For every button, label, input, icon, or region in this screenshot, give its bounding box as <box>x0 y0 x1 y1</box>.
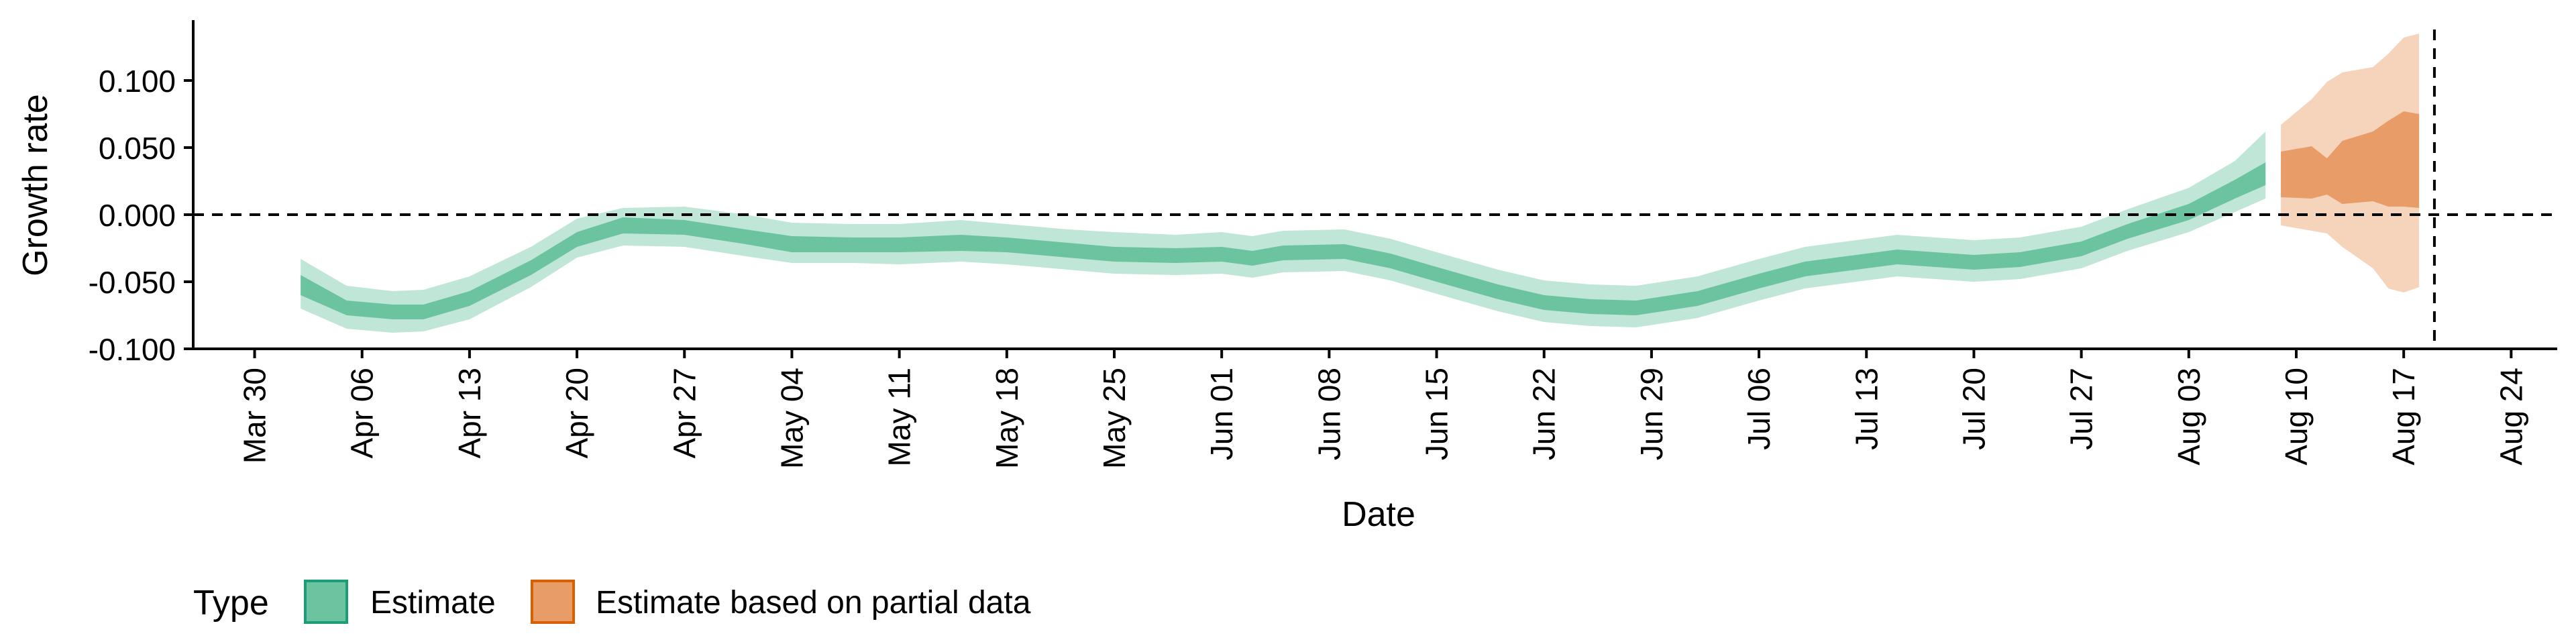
y-tick-label: -0.100 <box>89 332 176 367</box>
legend-label-partial: Estimate based on partial data <box>596 585 1031 621</box>
x-tick-label: Aug 17 <box>2386 368 2421 466</box>
y-tick-label: 0.100 <box>99 64 176 99</box>
legend: Type Estimate Estimate based on partial … <box>193 580 1031 624</box>
x-tick-label: Mar 30 <box>237 368 272 464</box>
axes <box>184 20 2557 358</box>
x-tick-label: Jul 06 <box>1741 368 1776 450</box>
y-tick-label: 0.000 <box>99 198 176 233</box>
tick-labels: -0.100 -0.050 0.000 0.050 0.100 Mar 30 Apr 06 A… <box>89 64 2529 469</box>
estimate-50-band <box>301 162 2266 319</box>
legend-key-partial <box>531 580 575 624</box>
legend-title: Type <box>193 584 269 623</box>
legend-label-estimate: Estimate <box>370 585 496 621</box>
reference-lines <box>193 30 2557 349</box>
x-tick-label: May 18 <box>989 368 1024 469</box>
x-tick-label: Apr 20 <box>559 368 594 459</box>
x-tick-label: Aug 10 <box>2279 368 2314 466</box>
partial-50-band <box>2281 111 2420 208</box>
x-tick-label: Jul 20 <box>1956 368 1991 450</box>
x-tick-label: Aug 03 <box>2171 368 2206 466</box>
x-tick-label: Jul 13 <box>1849 368 1884 450</box>
x-tick-label: Aug 24 <box>2493 368 2528 466</box>
interval-bands <box>301 34 2420 333</box>
y-tick-label: -0.050 <box>89 265 176 300</box>
x-tick-label: May 25 <box>1097 368 1132 469</box>
x-tick-label: Apr 06 <box>345 368 380 459</box>
x-tick-label: Apr 27 <box>667 368 702 459</box>
x-tick-label: Apr 13 <box>452 368 487 459</box>
x-tick-label: Jul 27 <box>2064 368 2099 450</box>
x-axis-title: Date <box>1342 495 1415 534</box>
x-tick-label: Jun 22 <box>1527 368 1562 460</box>
x-tick-label: May 04 <box>774 368 809 469</box>
x-tick-label: Jun 15 <box>1419 368 1454 460</box>
x-tick-label: Jun 29 <box>1634 368 1669 460</box>
y-axis-title: Growth rate <box>16 94 55 276</box>
legend-key-estimate <box>304 580 348 624</box>
x-tick-label: May 11 <box>882 368 917 466</box>
y-tick-label: 0.050 <box>99 131 176 166</box>
x-tick-label: Jun 01 <box>1204 368 1239 460</box>
x-tick-label: Jun 08 <box>1311 368 1346 460</box>
